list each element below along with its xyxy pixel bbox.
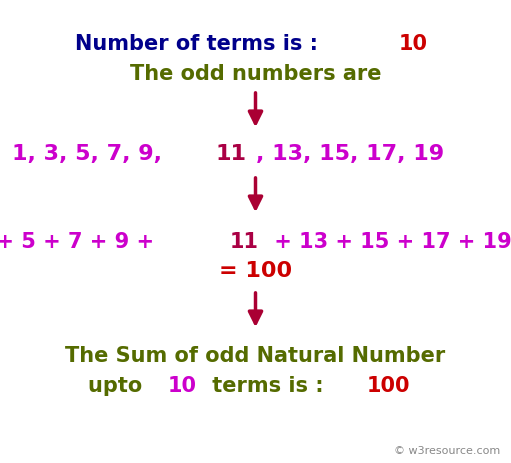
Text: The odd numbers are: The odd numbers are [130,64,381,84]
Text: terms is :: terms is : [204,375,331,395]
Text: Number of terms is :: Number of terms is : [75,34,326,54]
Text: 10: 10 [398,34,427,54]
Text: 11: 11 [216,144,247,163]
Text: 100: 100 [367,375,410,395]
Text: 11: 11 [229,232,259,251]
Text: 1 + 3 + 5 + 7 + 9 +: 1 + 3 + 5 + 7 + 9 + [0,232,161,251]
Text: 10: 10 [167,375,196,395]
Text: 1, 3, 5, 7, 9,: 1, 3, 5, 7, 9, [12,144,170,163]
Text: © w3resource.com: © w3resource.com [394,445,500,455]
Text: , 13, 15, 17, 19: , 13, 15, 17, 19 [256,144,444,163]
Text: = 100: = 100 [219,260,292,281]
Text: The Sum of odd Natural Number: The Sum of odd Natural Number [65,345,446,365]
Text: + 13 + 15 + 17 + 19: + 13 + 15 + 17 + 19 [267,232,511,251]
Text: upto: upto [88,375,149,395]
